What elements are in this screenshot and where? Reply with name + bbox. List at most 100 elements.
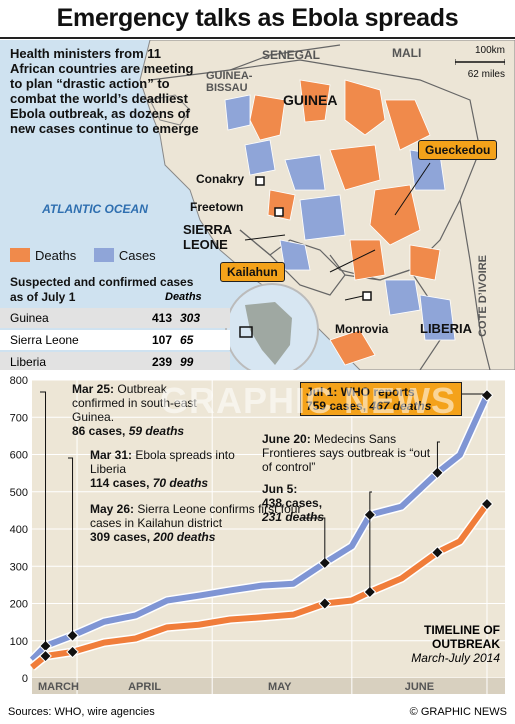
- border-cote-divoire: [459, 199, 491, 370]
- data-point: [318, 556, 332, 570]
- district-death: [329, 329, 376, 366]
- annot-mar31-date: Mar 31:: [90, 448, 133, 462]
- border-guinea: [229, 59, 481, 281]
- data-point: [66, 645, 79, 659]
- data-point: [431, 546, 444, 559]
- monrovia-marker: [362, 291, 372, 301]
- scale-bar: [454, 59, 506, 65]
- annot-jul1-date: Jul 1:: [306, 385, 338, 399]
- border-liberia: [344, 269, 441, 370]
- month-band: [32, 678, 505, 694]
- x-tick-label: MAY: [268, 681, 292, 693]
- annot-jul1-text: WHO reports: [340, 385, 415, 399]
- x-tick-label: MARCH: [38, 681, 79, 693]
- y-tick-label: 200: [10, 599, 28, 611]
- leader-line: [300, 517, 326, 563]
- x-tick-label: APRIL: [128, 681, 161, 693]
- y-tick-label: 800: [10, 375, 28, 387]
- table-country: Guinea: [10, 311, 49, 325]
- scale-km: 100km: [474, 45, 505, 56]
- map-graphic: [139, 40, 515, 370]
- y-tick-label: 400: [10, 524, 28, 536]
- y-tick-label: 0: [22, 673, 28, 685]
- data-point: [363, 585, 377, 599]
- annotation-jun5: Jun 5: 438 cases, 231 deaths: [262, 482, 352, 524]
- district-case: [419, 294, 456, 341]
- district-death: [349, 239, 386, 281]
- scale-miles: 62 miles: [467, 69, 505, 80]
- annot-jun5-date: Jun 5:: [262, 482, 298, 496]
- table-deaths: 303: [180, 311, 201, 325]
- annot-mar31-deaths: 70 deaths: [152, 476, 209, 490]
- y-tick-label: 500: [10, 487, 28, 499]
- table-cases: 413: [151, 311, 172, 325]
- page-title: Emergency talks as Ebola spreads: [56, 4, 459, 32]
- annot-mar25-deaths: 59 deaths: [128, 424, 185, 438]
- y-tick-label: 700: [10, 412, 28, 424]
- credit-text: © GRAPHIC NEWS: [409, 706, 507, 718]
- annot-mar25-date: Mar 25:: [72, 382, 115, 396]
- y-tick-label: 600: [10, 450, 28, 462]
- gueckedou-callout: Gueckedou: [418, 140, 498, 160]
- annot-jul1-cases: 759 cases,: [306, 399, 367, 413]
- table-country: Sierra Leone: [10, 333, 79, 347]
- conakry-label: Conakry: [196, 172, 245, 186]
- mali-label: MALI: [392, 46, 422, 60]
- kailahun-callout: Kailahun: [220, 262, 285, 282]
- sources-text: Sources: WHO, wire agencies: [8, 706, 155, 718]
- annotation-mar31: Mar 31: Ebola spreads into Liberia 114 c…: [90, 448, 250, 490]
- deaths-swatch: [10, 248, 30, 262]
- y-tick-label: 100: [10, 636, 28, 648]
- district-case: [279, 239, 311, 271]
- annot-may26-cases: 309 cases,: [90, 530, 151, 544]
- district-death: [299, 79, 331, 123]
- annot-mar31-cases: 114 cases,: [90, 476, 150, 490]
- district-death: [329, 144, 381, 191]
- deaths-districts: [249, 79, 441, 366]
- senegal-label: SENEGAL: [262, 48, 321, 62]
- map-scale: 100km 62 miles: [454, 45, 506, 81]
- leader-line: [436, 441, 440, 473]
- data-point: [39, 649, 52, 663]
- legend-deaths: Deaths: [35, 248, 77, 263]
- timeline-chart: 0 100 200 300 400 500 600 700 800 MARCH APRIL MAY JU…: [0, 370, 515, 710]
- conakry-marker: [255, 176, 265, 186]
- table-country: Liberia: [10, 355, 47, 369]
- globe-highlight: [239, 326, 253, 338]
- timeline-label: TIMELINE OF OUTBREAK March-July 2014: [370, 623, 500, 665]
- district-death: [249, 94, 286, 141]
- freetown-marker: [274, 207, 284, 217]
- annotation-jun20: June 20: Medecins Sans Frontieres says o…: [262, 432, 437, 474]
- sierra-leone-pointer: [244, 234, 286, 241]
- sierra-leone-label: SIERRA LEONE: [183, 222, 232, 252]
- annotation-jul1: Jul 1: WHO reports 759 cases, 467 deaths: [300, 382, 462, 416]
- district-case: [384, 279, 421, 316]
- annot-jul1-deaths: 467 deaths: [369, 399, 432, 413]
- chart-svg: 0 100 200 300 400 500 600 700 800 MARCH APRIL MAY JU…: [10, 375, 505, 694]
- ocean-label: ATLANTIC OCEAN: [42, 202, 148, 216]
- district-death: [409, 244, 441, 281]
- table-cases: 107: [151, 333, 172, 347]
- annot-jun5-cases: 438 cases,: [262, 496, 323, 510]
- guinea-bissau-label: GUINEA-BISSAU: [206, 70, 253, 94]
- data-point: [480, 497, 494, 511]
- district-case: [299, 194, 346, 241]
- table-row: Liberia 239 99: [0, 352, 230, 370]
- annot-jun20-text: Medecins Sans Frontieres says outbreak i…: [262, 432, 431, 474]
- map-panel: Health ministers from 11 African countri…: [0, 40, 515, 370]
- coast-islands: [149, 94, 191, 126]
- cases-swatch: [93, 248, 114, 262]
- freetown-label: Freetown: [190, 200, 244, 214]
- monrovia-label: Monrovia: [335, 322, 389, 336]
- annot-may26-text: Sierra Leone confirms first four cases i…: [90, 502, 302, 530]
- data-point: [318, 597, 332, 610]
- annot-mar31-text: Ebola spreads into Liberia: [90, 448, 235, 476]
- district-death: [344, 79, 386, 136]
- leader-line: [40, 391, 47, 646]
- annot-mar25-cases: 86 cases,: [72, 424, 126, 438]
- map-legend: Deaths Cases: [10, 248, 170, 263]
- table-cases: 239: [151, 355, 172, 369]
- district-case: [284, 154, 326, 191]
- annot-jun20-date: June 20:: [262, 432, 311, 446]
